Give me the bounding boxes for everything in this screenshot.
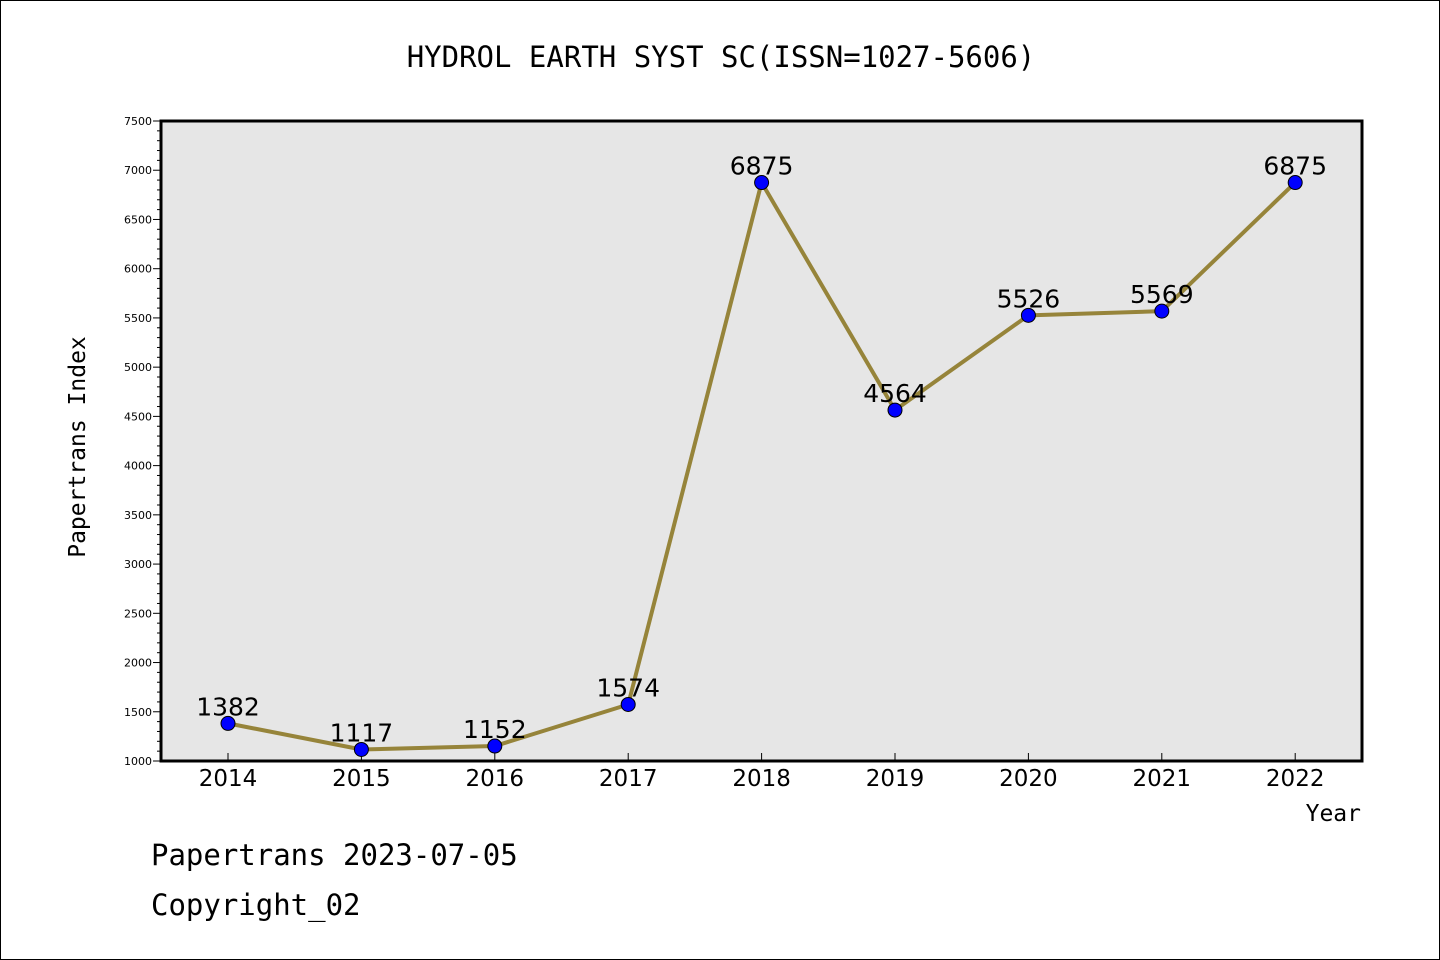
- y-tick-label: 4000: [124, 460, 152, 473]
- data-point: [353, 741, 369, 757]
- data-point: [1154, 303, 1170, 319]
- y-tick-label: 6000: [124, 263, 152, 276]
- data-label: 5569: [1130, 280, 1194, 309]
- data-label: 5526: [997, 284, 1061, 313]
- x-tick-label: 2016: [466, 766, 525, 792]
- plot-border: [159, 119, 1364, 763]
- data-label: 1382: [196, 692, 260, 721]
- x-axis-label: Year: [1306, 801, 1361, 827]
- y-tick-label: 1500: [124, 706, 152, 719]
- x-tick-label: 2022: [1266, 766, 1325, 792]
- y-axis: 1000 1500 2000 2500 3000 3500 4000 4500 5000 5500…: [124, 115, 161, 768]
- footer-copyright: Copyright_02: [151, 888, 361, 923]
- y-tick-label: 2000: [124, 657, 152, 670]
- data-point: [1287, 175, 1303, 191]
- y-tick-label: 3000: [124, 558, 152, 571]
- data-point: [754, 175, 770, 191]
- y-tick-label: 2500: [124, 607, 152, 620]
- y-tick-label: 4500: [124, 410, 152, 423]
- data-point: [620, 696, 636, 712]
- x-tick-label: 2019: [866, 766, 925, 792]
- y-axis-label: Papertrans Index: [65, 336, 91, 558]
- x-tick-label: 2017: [599, 766, 658, 792]
- x-tick-label: 2015: [332, 766, 391, 792]
- x-tick-label: 2020: [999, 766, 1058, 792]
- x-tick-label: 2021: [1133, 766, 1192, 792]
- data-label: 6875: [1263, 152, 1327, 181]
- y-tick-label: 7000: [124, 164, 152, 177]
- x-axis: 2014 2015 2016 2017 2018 2019 2020 2021 2022: [199, 753, 1325, 792]
- data-label: 6875: [730, 152, 794, 181]
- y-tick-label: 5000: [124, 361, 152, 374]
- plot-area: [161, 121, 1362, 761]
- data-point: [887, 402, 903, 418]
- data-point: [1020, 307, 1036, 323]
- y-tick-label: 1000: [124, 755, 152, 768]
- y-tick-label: 6500: [124, 213, 152, 226]
- data-label: 1117: [330, 718, 394, 747]
- data-label: 4564: [863, 379, 927, 408]
- data-point: [487, 738, 503, 754]
- footer-date: Papertrans 2023-07-05: [151, 838, 518, 872]
- chart-title: HYDROL EARTH SYST SC(ISSN=1027-5606): [407, 40, 1036, 74]
- data-point: [220, 715, 236, 731]
- data-label: 1574: [596, 673, 660, 702]
- x-tick-label: 2018: [732, 766, 791, 792]
- x-tick-label: 2014: [199, 766, 258, 792]
- y-tick-label: 3500: [124, 509, 152, 522]
- data-labels: 1382 1117 1152 1574 6875 4564 5526 5569 6875: [196, 152, 1327, 748]
- data-label: 1152: [463, 715, 527, 744]
- y-tick-label: 7500: [124, 115, 152, 128]
- data-points: [220, 175, 1303, 757]
- y-tick-label: 5500: [124, 312, 152, 325]
